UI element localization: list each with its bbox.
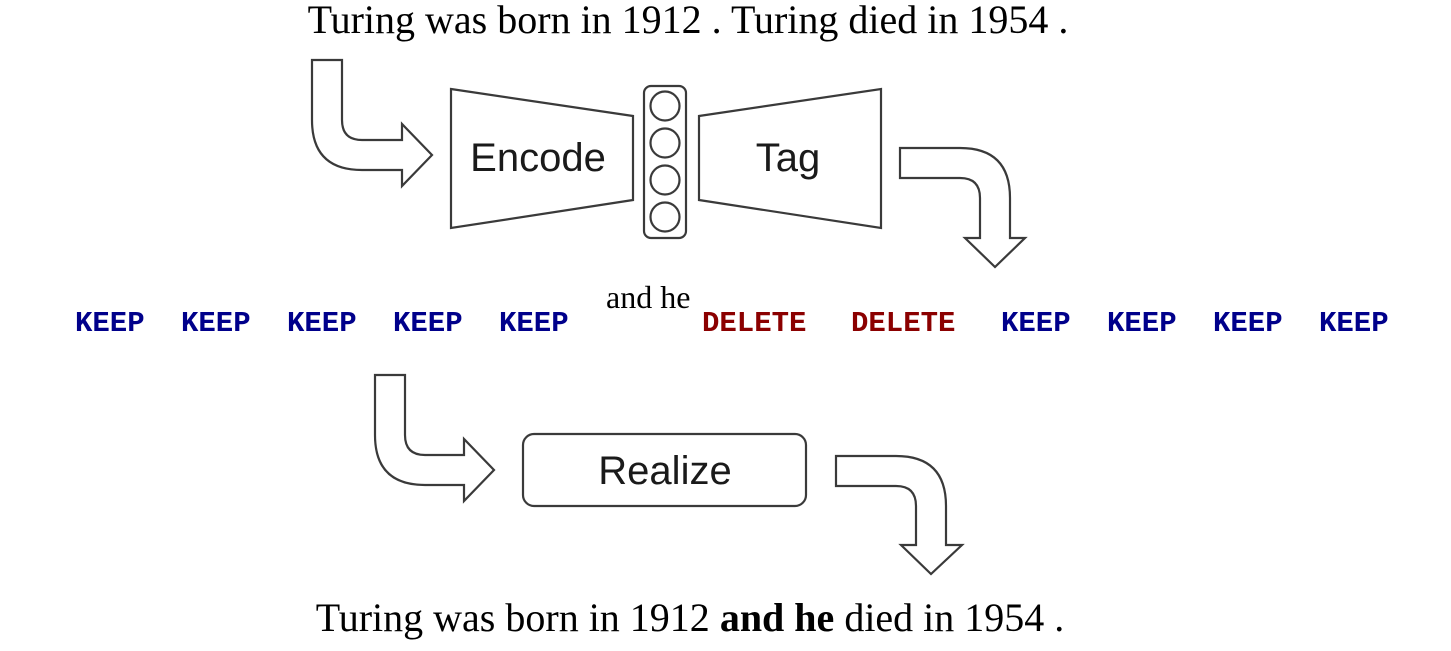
tag-item: KEEP [1213,307,1283,340]
tag-to-sequence-arrow [898,146,1028,269]
latent-vector [642,84,688,240]
realize-label: Realize [598,449,731,493]
inserted-phrase: and he [606,279,690,315]
realize-block: Realize [521,432,808,508]
tag-item: KEEP [287,307,357,340]
input-sentence: Turing was born in 1912 . Turing died in… [308,0,1069,42]
tag-item: KEEP [499,307,569,340]
tag-item: KEEP [75,307,145,340]
output-sentence: Turing was born in 1912 and he died in 1… [316,595,1065,640]
tag-item: KEEP [1001,307,1071,340]
tag-item: DELETE [851,307,955,340]
output-inserted: and he [720,595,835,640]
sequence-to-realize-arrow [373,373,496,504]
output-before: Turing was born in 1912 [316,595,720,640]
tag-item: KEEP [181,307,251,340]
tag-block: Tag [697,87,883,230]
input-to-encode-arrow [310,58,434,189]
tag-item: DELETE [702,307,806,340]
tag-item: KEEP [393,307,463,340]
tag-sequence: KEEP KEEP KEEP KEEP KEEP and he DELETE D… [75,279,1389,340]
output-after: died in 1954 . [834,595,1064,640]
tag-item: KEEP [1107,307,1177,340]
realize-to-output-arrow [834,454,965,576]
encode-block: Encode [449,87,635,230]
tag-item: KEEP [1319,307,1389,340]
encode-label: Encode [470,136,606,180]
tag-label: Tag [756,136,821,180]
